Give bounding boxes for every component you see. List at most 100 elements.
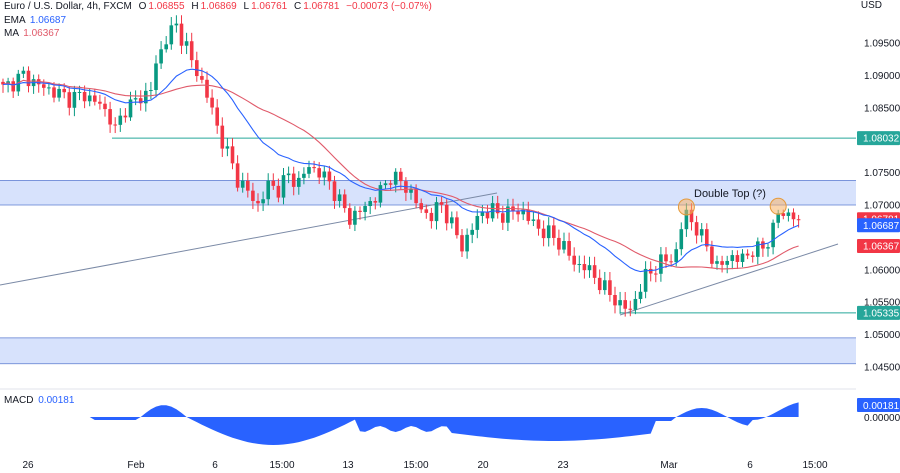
candle-body: [21, 70, 26, 74]
candle-body: [26, 70, 31, 87]
candle-body: [597, 277, 602, 291]
candle-body: [251, 190, 255, 201]
candle-body: [485, 211, 490, 219]
candle-body: [332, 181, 337, 201]
candle-body: [87, 95, 92, 102]
candle-body: [567, 241, 571, 256]
candle-body: [256, 200, 260, 204]
candle-body: [164, 44, 168, 50]
candle-body: [169, 25, 174, 45]
candle-body: [174, 23, 179, 26]
candle-body: [791, 212, 796, 220]
candle-body: [52, 87, 56, 98]
candle-body: [740, 253, 745, 262]
candle-body: [699, 229, 704, 236]
candle-body: [235, 163, 240, 188]
level-1-tag-bg: [857, 131, 900, 146]
y-tick-label: 1.09000: [864, 71, 900, 82]
candle-body: [342, 194, 347, 209]
candle-body: [572, 255, 576, 265]
x-tick-label: 15:00: [269, 460, 294, 471]
candle-body: [337, 194, 342, 201]
x-tick-label: 6: [747, 460, 753, 471]
candle-body: [434, 202, 439, 222]
candle-body: [659, 254, 663, 274]
candle-body: [271, 180, 276, 186]
candle-body: [638, 291, 643, 299]
candle-body: [761, 241, 765, 249]
candle-body: [57, 88, 61, 98]
candle-body: [118, 115, 123, 125]
ohlc-c: C 1.06781: [294, 1, 340, 12]
candle-body: [694, 222, 699, 236]
candle-body: [307, 167, 311, 174]
candle-body: [113, 124, 117, 126]
ema-tag: 1.06687: [863, 221, 900, 232]
candle-body: [363, 206, 367, 212]
candle-body: [353, 210, 357, 225]
ema-line: [2, 68, 799, 273]
candle-body: [1, 81, 5, 85]
x-tick-label: Mar: [660, 460, 678, 471]
candle-body: [669, 261, 673, 263]
candle-body: [184, 41, 189, 46]
candle-body: [195, 60, 199, 77]
candle-body: [531, 219, 536, 221]
candle-body: [189, 41, 194, 61]
candle-body: [72, 91, 77, 108]
candle-body: [582, 264, 587, 271]
candle-body: [623, 300, 627, 309]
candle-body: [730, 255, 735, 261]
candle-body: [541, 228, 546, 239]
candle-body: [781, 213, 786, 216]
candle-body: [756, 241, 760, 257]
candle-body: [750, 255, 755, 257]
candle-body: [291, 173, 296, 187]
candle-body: [67, 92, 72, 108]
candle-body: [179, 23, 184, 46]
candle-body: [358, 210, 362, 212]
candle-body: [608, 280, 612, 296]
candle-body: [429, 212, 434, 222]
candle-body: [603, 280, 607, 291]
candle-body: [393, 171, 398, 185]
candle-body: [399, 171, 403, 182]
candle-body: [648, 268, 653, 274]
candle-body: [47, 87, 51, 89]
x-tick-label: 23: [557, 460, 569, 471]
candle-body: [745, 253, 750, 256]
candle-body: [796, 219, 801, 221]
candle-body: [674, 249, 678, 263]
ma-tag-bg: [857, 239, 900, 254]
candle-body: [664, 254, 668, 262]
candle-body: [516, 211, 520, 215]
y-tick-label: 1.06000: [864, 265, 900, 276]
candle-body: [424, 209, 429, 213]
candle-body: [562, 241, 566, 250]
ma-legend: MA 1.06367: [4, 28, 60, 39]
candle-body: [261, 199, 265, 204]
trendline-long: [0, 192, 498, 286]
candle-body: [577, 264, 582, 266]
candle-body: [786, 212, 791, 216]
candle-body: [735, 255, 740, 262]
candle-body: [771, 222, 775, 248]
candle-body: [388, 183, 393, 185]
zones-layer: [0, 137, 856, 365]
candle-body: [281, 175, 286, 198]
candle-body: [123, 115, 128, 118]
candle-body: [679, 229, 684, 250]
candle-body: [297, 177, 301, 187]
y-tick-label: 1.04500: [864, 363, 900, 374]
ma-tag: 1.06367: [863, 242, 900, 253]
y-tick-label: 1.09500: [864, 39, 900, 50]
candle-body: [613, 295, 617, 306]
y-tick-label: 1.07000: [864, 201, 900, 212]
double-top-marker-1: [677, 198, 695, 216]
ohlc-h: H 1.06869: [191, 1, 237, 12]
candle-body: [633, 298, 638, 310]
candle-body: [240, 180, 245, 188]
